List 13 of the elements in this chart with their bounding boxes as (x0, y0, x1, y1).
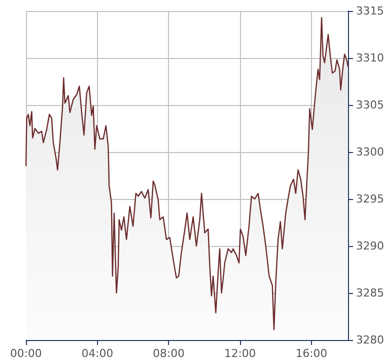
x-tick-label: 16:00 (296, 347, 328, 360)
x-tick-label: 00:00 (10, 347, 42, 360)
x-tick-label: 12:00 (224, 347, 256, 360)
x-tick-label: 08:00 (152, 347, 185, 360)
y-tick-label: 3285 (356, 286, 384, 300)
y-tick-label: 3305 (356, 98, 384, 112)
y-tick-label: 3310 (356, 52, 384, 64)
y-tick-label: 3290 (356, 240, 384, 252)
y-tick-label: 3280 (356, 334, 384, 346)
y-tick-label: 3295 (356, 192, 384, 206)
y-tick-label: 3315 (356, 4, 384, 18)
x-tick-label: 04:00 (82, 347, 114, 360)
y-tick-label: 3300 (356, 146, 384, 158)
